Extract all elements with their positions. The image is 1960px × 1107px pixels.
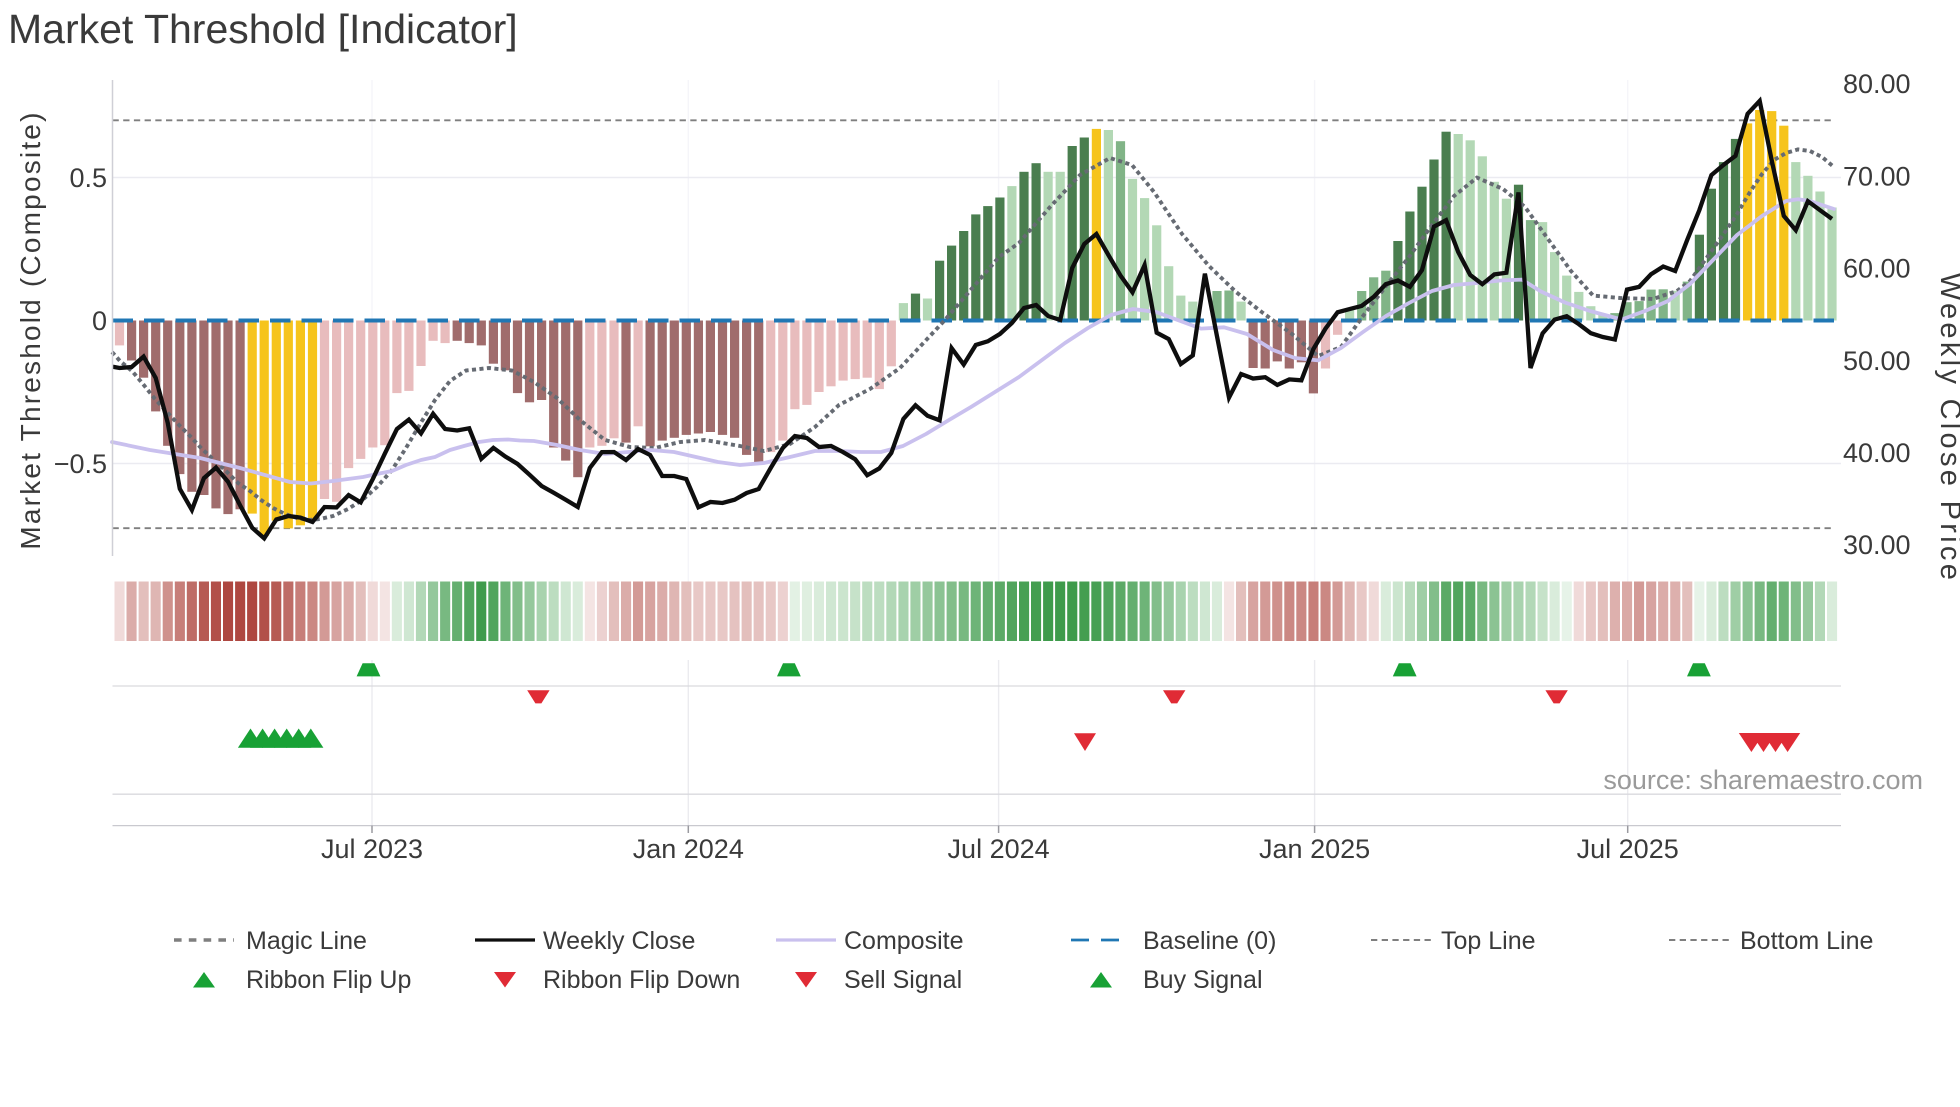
- svg-text:30.00: 30.00: [1843, 530, 1911, 560]
- svg-text:Weekly Close: Weekly Close: [543, 927, 695, 955]
- svg-text:60.00: 60.00: [1843, 254, 1911, 284]
- svg-text:Buy Signal: Buy Signal: [1143, 966, 1263, 994]
- svg-text:Jan 2024: Jan 2024: [633, 834, 744, 864]
- svg-text:Jul 2025: Jul 2025: [1577, 834, 1679, 864]
- svg-text:Ribbon Flip Up: Ribbon Flip Up: [246, 966, 411, 994]
- svg-text:source: sharemaestro.com: source: sharemaestro.com: [1603, 765, 1923, 795]
- svg-text:Jul 2024: Jul 2024: [948, 834, 1050, 864]
- svg-text:Jul 2023: Jul 2023: [321, 834, 423, 864]
- svg-text:Market Threshold [Indicator]: Market Threshold [Indicator]: [8, 6, 518, 52]
- svg-text:Ribbon Flip Down: Ribbon Flip Down: [543, 966, 740, 994]
- svg-text:Baseline (0): Baseline (0): [1143, 927, 1276, 955]
- svg-text:70.00: 70.00: [1843, 161, 1911, 191]
- svg-text:40.00: 40.00: [1843, 438, 1911, 468]
- svg-text:0: 0: [92, 306, 107, 336]
- svg-text:Bottom Line: Bottom Line: [1740, 927, 1873, 955]
- svg-text:0.5: 0.5: [69, 163, 107, 193]
- svg-text:Top Line: Top Line: [1441, 927, 1536, 955]
- svg-text:Jan 2025: Jan 2025: [1259, 834, 1370, 864]
- svg-text:Weekly Close Price: Weekly Close Price: [1934, 273, 1960, 583]
- svg-text:80.00: 80.00: [1843, 69, 1911, 99]
- svg-text:50.00: 50.00: [1843, 346, 1911, 376]
- svg-text:Market Threshold (Composite): Market Threshold (Composite): [15, 110, 46, 549]
- svg-text:−0.5: −0.5: [54, 449, 107, 479]
- svg-text:Magic Line: Magic Line: [246, 927, 367, 955]
- svg-text:Composite: Composite: [844, 927, 964, 955]
- svg-text:Sell Signal: Sell Signal: [844, 966, 962, 994]
